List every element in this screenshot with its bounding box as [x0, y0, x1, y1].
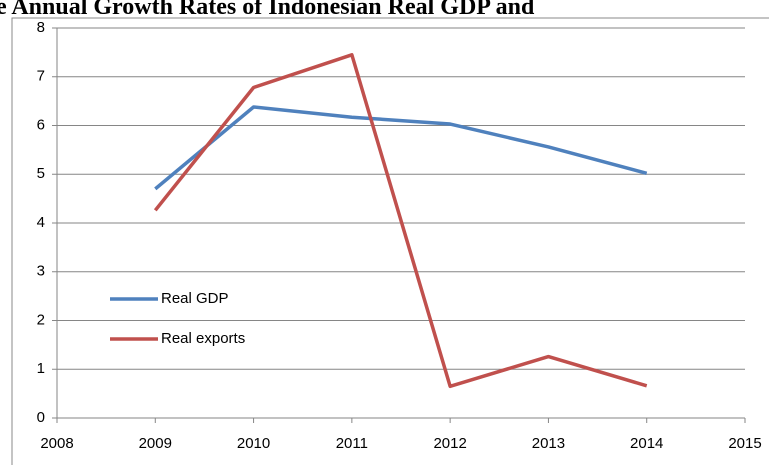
line-series — [154, 105, 648, 191]
x-tick-label: 2014 — [630, 435, 663, 452]
y-tick-label: 7 — [37, 68, 45, 85]
x-tick-label: 2009 — [139, 435, 172, 452]
x-tick-label: 2015 — [728, 435, 761, 452]
legend-label: Real exports — [161, 330, 245, 347]
legend-label: Real GDP — [161, 290, 229, 307]
y-tick-label: 2 — [37, 311, 45, 328]
x-tick-label: 2010 — [237, 435, 270, 452]
x-tick-label: 2012 — [433, 435, 466, 452]
x-tick-label: 2013 — [532, 435, 565, 452]
y-tick-label: 1 — [37, 360, 45, 377]
y-tick-label: 8 — [37, 19, 45, 36]
x-tick-label: 2011 — [336, 435, 368, 452]
line-series — [153, 53, 648, 389]
y-tick-label: 5 — [37, 165, 45, 182]
y-tick-label: 4 — [37, 214, 45, 231]
y-tick-label: 6 — [37, 116, 45, 133]
chart-border — [11, 17, 769, 465]
y-tick-label: 3 — [37, 263, 45, 280]
x-tick-label: 2008 — [40, 435, 73, 452]
chart-title: e Annual Growth Rates of Indonesian Real… — [0, 0, 535, 20]
y-tick-label: 0 — [37, 409, 45, 426]
